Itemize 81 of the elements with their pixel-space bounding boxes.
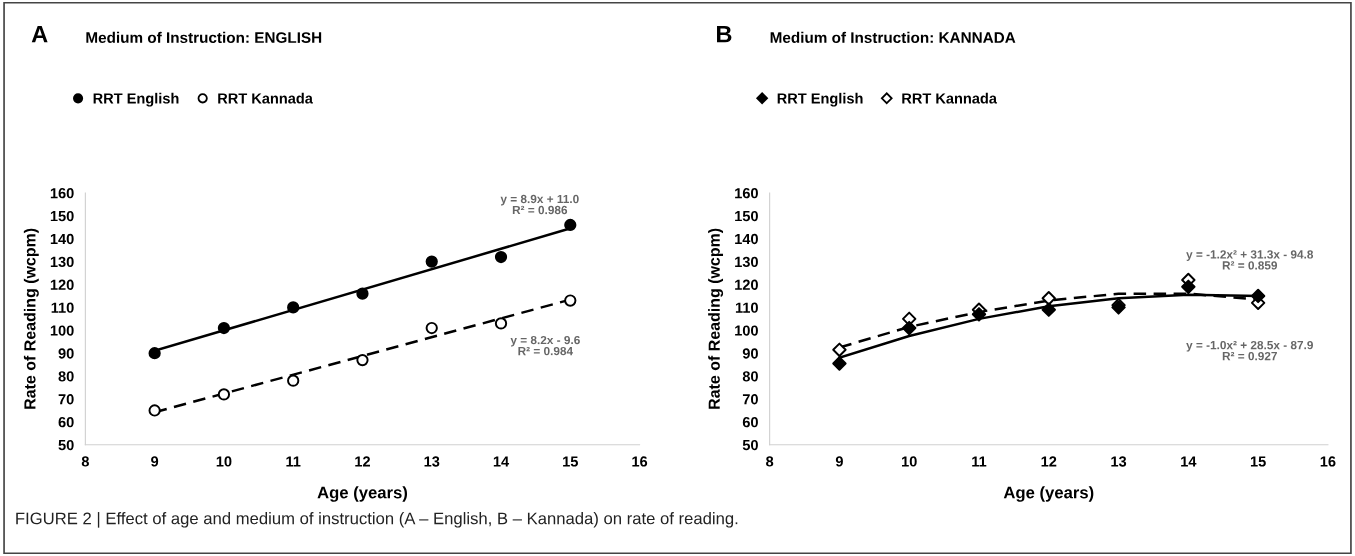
point	[902, 320, 917, 336]
y-tick-label: 150	[735, 210, 758, 222]
y-tick-label: 120	[735, 279, 758, 290]
y-tick-label: 100	[50, 325, 74, 336]
point	[217, 321, 231, 335]
point	[287, 301, 300, 314]
point	[832, 356, 847, 371]
legend-label: RRT Kannada	[902, 92, 998, 104]
y-tick-label: 70	[58, 394, 74, 405]
point	[217, 388, 231, 401]
annotation: y = 8.9x + 11.0 R² = 0.986	[500, 194, 579, 215]
point	[1250, 288, 1266, 304]
x-tick-label: 15	[563, 456, 578, 467]
y-tick-label: 60	[58, 417, 74, 428]
point	[287, 374, 300, 387]
point	[1041, 302, 1056, 317]
y-tick-label: 60	[742, 417, 758, 428]
y-tick-label: 90	[58, 348, 74, 359]
point	[148, 404, 161, 417]
x-tick-label: 12	[355, 456, 370, 467]
y-tick-label: 140	[50, 233, 74, 245]
chart-title: Medium of Instruction: KANNADA	[770, 31, 1016, 44]
y-axis-title: Rate of Reading (wcpm)	[23, 228, 39, 409]
x-tick-label: 9	[835, 456, 843, 467]
legend-label: RRT English	[777, 92, 863, 107]
point	[832, 342, 847, 357]
x-tick-label: 13	[424, 456, 440, 467]
y-tick-label: 160	[50, 188, 74, 199]
x-tick-label: 11	[286, 456, 301, 467]
y-tick-label: 80	[58, 371, 74, 382]
x-tick-label: 8	[81, 456, 89, 467]
y-tick-label: 120	[50, 279, 74, 290]
x-axis-title: Age (years)	[1003, 486, 1094, 502]
point	[425, 321, 438, 335]
x-tick-label: 10	[216, 456, 232, 467]
x-tick-label: 10	[902, 456, 917, 467]
annotation: y = -1.2x² + 31.3x - 94.8 R² = 0.859	[1186, 250, 1314, 270]
point	[1041, 291, 1056, 306]
point	[425, 255, 438, 268]
y-tick-label: 100	[735, 325, 758, 336]
point	[564, 218, 577, 232]
y-tick-label: 160	[735, 188, 758, 199]
y-tick-label: 70	[742, 394, 758, 405]
y-tick-label: 150	[50, 210, 74, 222]
annotation: y = -1.0x² + 28.5x - 87.9 R² = 0.927	[1186, 340, 1313, 361]
x-tick-label: 9	[151, 456, 159, 467]
x-tick-label: 16	[1320, 456, 1336, 467]
legend-label: RRT Kannada	[218, 92, 313, 104]
point	[971, 307, 987, 322]
point	[356, 353, 369, 367]
annotation: y = 8.2x - 9.6 R² = 0.984	[510, 335, 580, 356]
caption: FIGURE 2 | Effect of age and medium of instruction (A – English, B – Kannada) on rate of reading.	[16, 512, 738, 528]
x-tick-label: 12	[1041, 456, 1057, 467]
x-tick-label: 14	[493, 456, 510, 467]
y-tick-label: 130	[735, 256, 758, 268]
point	[564, 294, 577, 307]
x-tick-label: 15	[1250, 456, 1266, 467]
x-axis-title: Age (years)	[317, 486, 408, 502]
point	[494, 317, 508, 330]
y-tick-label: 50	[58, 439, 74, 451]
text: A	[31, 26, 48, 43]
point	[1181, 279, 1196, 294]
y-tick-label: 80	[742, 371, 758, 382]
x-tick-label: 13	[1111, 456, 1127, 467]
y-tick-label: 140	[735, 233, 758, 245]
y-tick-label: 130	[50, 256, 74, 268]
y-tick-label: 50	[742, 439, 758, 451]
y-tick-label: 90	[742, 348, 758, 359]
text: B	[717, 26, 732, 43]
y-axis-title: Rate of Reading (wcpm)	[708, 228, 724, 409]
point	[356, 287, 369, 300]
x-tick-label: 11	[972, 456, 987, 467]
legend-label: RRT English	[93, 92, 179, 107]
y-tick-label: 110	[51, 302, 74, 313]
x-tick-label: 14	[1181, 456, 1197, 467]
x-tick-label: 16	[632, 456, 648, 467]
point	[148, 347, 161, 360]
point	[494, 250, 508, 264]
y-tick-label: 110	[735, 302, 758, 313]
chart-title: Medium of Instruction: ENGLISH	[86, 31, 322, 44]
x-tick-label: 8	[766, 456, 774, 467]
